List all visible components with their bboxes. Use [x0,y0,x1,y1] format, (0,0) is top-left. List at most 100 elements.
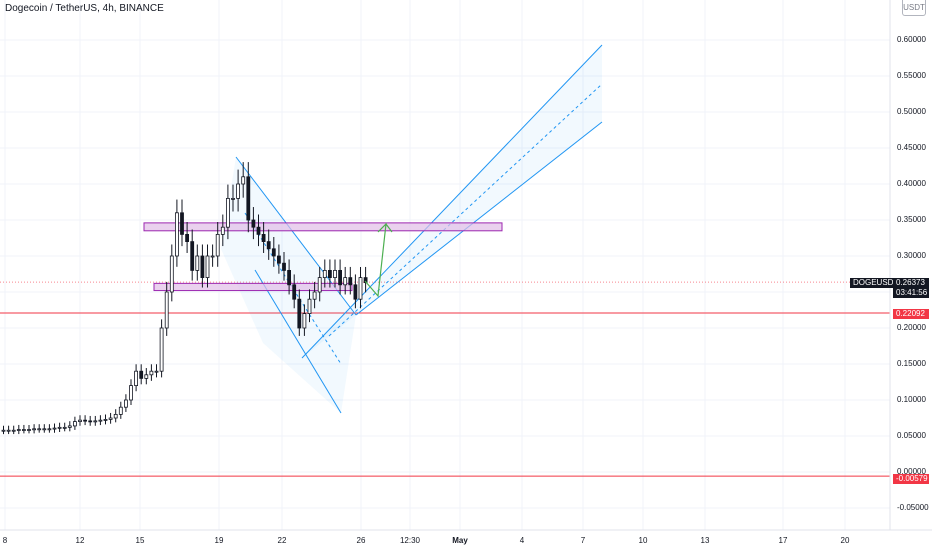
candle-body [195,255,200,271]
candle-body [312,291,317,300]
y-tick-label: 0.55000 [897,71,926,80]
price-zones [143,222,503,292]
candle-body [47,428,52,431]
projection-arrow [364,222,393,298]
symbol-tag: DOGEUSDT [850,278,902,288]
candle-body [6,429,11,432]
candle-body [67,425,72,428]
candle-body [103,419,108,421]
candle-body [174,212,179,257]
candle-body [73,421,77,427]
candle-body [88,420,93,423]
candle-body [190,241,195,271]
candlestick-series [1,162,368,435]
x-tick-label: 26 [356,536,366,545]
x-tick-label: 13 [700,536,710,545]
candle-body [37,428,42,431]
candle-body [246,176,251,221]
y-tick-label: 0.05000 [897,431,926,440]
candle-body [205,255,210,279]
candle-body [52,427,57,430]
candle-body [42,428,47,431]
x-tick-label: 20 [840,536,850,545]
lower-line-price-label: -0.00579 [893,474,929,484]
x-tick-label: May [452,536,468,545]
countdown-label: 03:41:56 [893,288,929,298]
candle-body [1,429,6,432]
candle-body [220,226,225,235]
rising-channel-lower [355,121,603,316]
candle-body [251,219,256,228]
y-tick-label: 0.50000 [897,107,926,116]
candle-body [185,233,190,242]
candle-body [322,269,327,278]
candle-body [343,277,348,286]
symbol-name: Dogecoin / TetherUS [5,3,98,14]
currency-button[interactable]: USDT [902,0,926,16]
y-tick-label: 0.60000 [897,35,926,44]
candle-body [159,327,164,372]
rising-channel-mid [328,83,603,337]
x-tick-label: 17 [778,536,788,545]
candle-body [225,197,230,228]
candle-body [241,176,246,185]
candle-body [297,298,302,329]
candle-body [353,284,358,300]
candle-body [317,277,322,293]
candle-body [27,429,31,431]
candle-body [11,429,16,432]
falling-channel-lower [254,269,342,414]
resistance-zone [143,222,503,232]
candle-body [266,241,271,250]
candle-body [282,262,286,271]
candle-body [215,233,220,257]
y-tick-label: -0.05000 [897,503,929,512]
horizontal-lines [0,281,890,477]
candle-body [32,428,36,431]
candle-body [333,269,337,278]
candle-body [144,374,149,379]
candle-body [129,385,133,401]
candle-body [236,183,241,199]
candle-body [261,233,266,242]
x-tick-label: 19 [214,536,224,545]
candle-body [118,406,123,415]
candle-body [287,269,292,286]
candle-body [83,419,87,422]
rising-channel-upper [301,44,603,359]
interval-label: 4h [102,3,114,14]
candle-body [139,370,144,379]
candle-body [124,399,128,408]
x-tick-label: 4 [519,536,525,545]
y-tick-label: 0.30000 [897,251,926,260]
candle-body [307,298,312,315]
x-tick-label: 12 [75,536,85,545]
candle-body [93,420,98,423]
candle-body [134,370,139,387]
candle-body [302,313,307,329]
x-tick-label: 22 [277,536,287,545]
support-zone [153,282,353,292]
candle-body [271,248,276,257]
y-tick-label: 0.20000 [897,323,926,332]
y-tick-label: 0.45000 [897,143,926,152]
candle-body [164,291,169,329]
candle-body [78,419,82,423]
candle-body [180,212,184,235]
candle-body [169,255,174,293]
candle-body [154,370,159,373]
y-tick-label: 0.40000 [897,179,926,188]
candle-body [348,277,353,286]
candle-body [338,269,343,286]
x-tick-label: 15 [135,536,145,545]
y-tick-label: 0.35000 [897,215,926,224]
candle-body [210,255,215,258]
projection-path [364,222,393,298]
candle-body [363,277,368,284]
candle-body [149,370,154,376]
x-tick-label: 10 [638,536,648,545]
candle-body [113,413,118,419]
support-price-label: 0.22092 [893,309,929,319]
candle-body [16,429,21,431]
